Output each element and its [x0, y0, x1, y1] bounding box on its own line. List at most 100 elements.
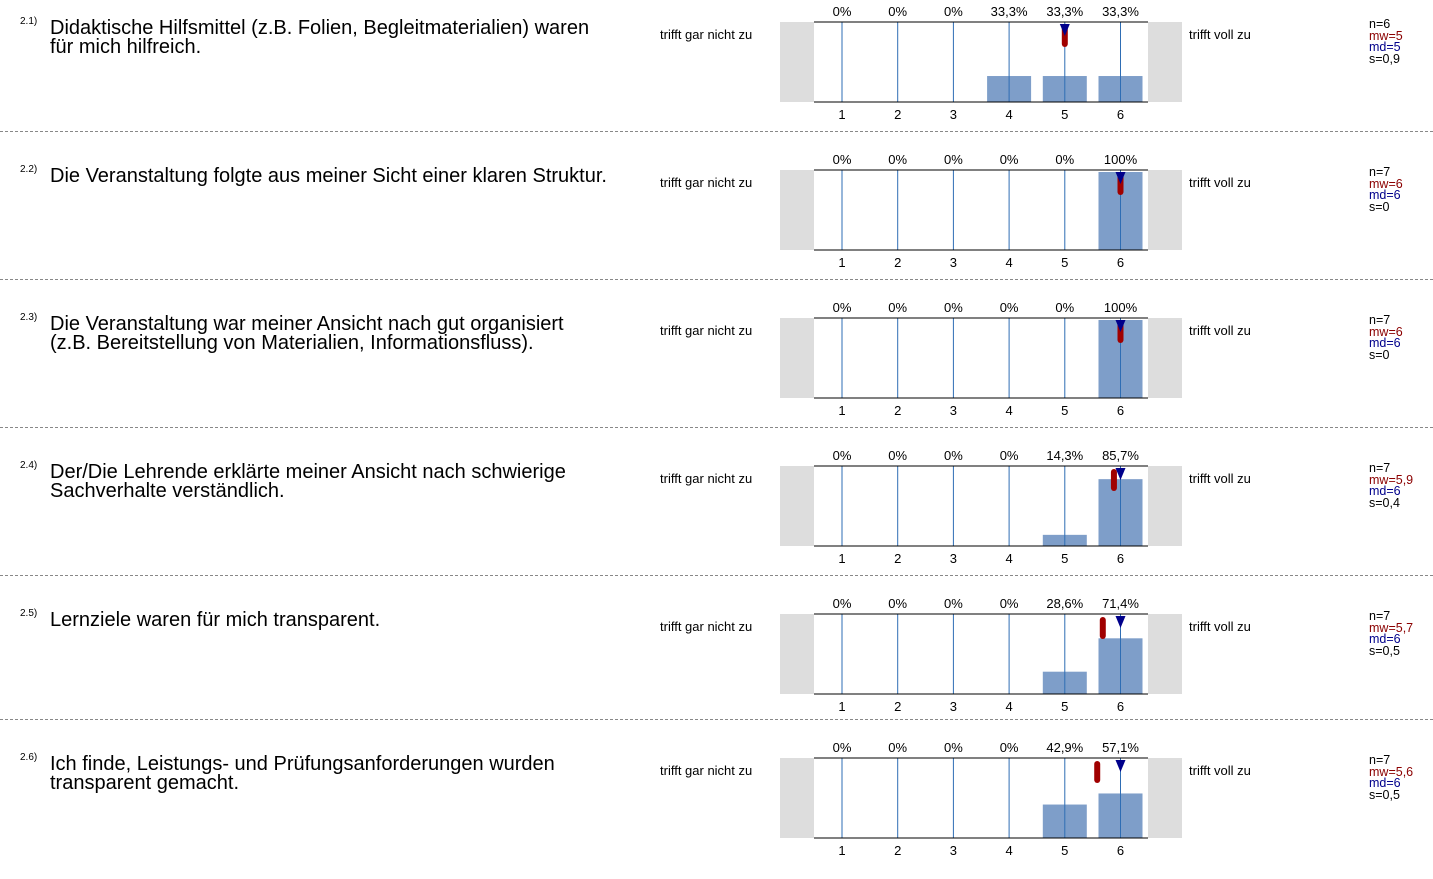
stat-median: md=6 [1369, 776, 1401, 790]
tick-label: 2 [894, 843, 901, 858]
tick-label: 5 [1061, 403, 1068, 418]
mean-marker [1099, 617, 1106, 639]
right-side-panel [1148, 466, 1182, 546]
tick-label: 2 [894, 551, 901, 566]
question-number: 2.5) [20, 608, 38, 619]
scale-left-label: trifft gar nicht zu [660, 323, 753, 338]
left-side-panel [780, 170, 814, 250]
question-row-2-6: 2.6) Ich finde, Leistungs- und Prüfungsa… [0, 736, 1433, 879]
median-marker [1115, 320, 1126, 332]
left-side-panel [780, 466, 814, 546]
statistics-block: n=7 mw=6 md=6 s=0 [1369, 165, 1403, 214]
median-marker [1059, 24, 1070, 36]
row-divider [0, 719, 1433, 720]
tick-label: 6 [1117, 255, 1124, 270]
tick-label: 2 [894, 699, 901, 714]
value-label: 42,9% [1046, 740, 1083, 755]
tick-label: 4 [1005, 843, 1012, 858]
question-number: 2.2) [20, 164, 38, 175]
tick-label: 4 [1005, 255, 1012, 270]
left-side-panel [780, 614, 814, 694]
tick-label: 2 [894, 107, 901, 122]
value-label: 0% [888, 152, 907, 167]
tick-label: 3 [950, 843, 957, 858]
scale-right-label: trifft voll zu [1189, 323, 1251, 338]
value-label: 33,3% [1046, 4, 1083, 19]
value-label: 100% [1104, 152, 1138, 167]
histogram-chart: 0% 0% 0% 0% 0% 100% 1 2 3 4 5 6 [780, 300, 1182, 418]
question-number: 2.4) [20, 460, 38, 471]
value-label: 0% [1000, 300, 1019, 315]
value-label: 0% [888, 596, 907, 611]
scale-right-label: trifft voll zu [1189, 27, 1251, 42]
stat-mean: mw=6 [1369, 176, 1403, 191]
stat-median: md=6 [1369, 336, 1401, 350]
value-label: 100% [1104, 300, 1138, 315]
value-label: 0% [888, 4, 907, 19]
tick-label: 1 [838, 699, 845, 714]
tick-label: 3 [950, 551, 957, 566]
question-number: 2.3) [20, 312, 38, 323]
histogram-chart: 0% 0% 0% 33,3% 33,3% 33,3% 1 2 3 4 5 6 [780, 4, 1182, 122]
statistics-block: n=7 mw=6 md=6 s=0 [1369, 314, 1403, 362]
tick-label: 3 [950, 255, 957, 270]
scale-right-label: trifft voll zu [1189, 471, 1251, 486]
tick-label: 5 [1061, 843, 1068, 858]
scale-right-label: trifft voll zu [1189, 763, 1251, 778]
stat-stddev: s=0 [1369, 347, 1390, 362]
histogram-chart: 0% 0% 0% 0% 0% 100% 1 2 3 4 5 6 [780, 152, 1182, 270]
value-label: 0% [888, 740, 907, 755]
stat-stddev: s=0,5 [1369, 787, 1400, 802]
value-label: 0% [833, 4, 852, 19]
scale-left-label: trifft gar nicht zu [660, 175, 753, 190]
scale-left-label: trifft gar nicht zu [660, 27, 753, 42]
tick-label: 3 [950, 107, 957, 122]
tick-label: 2 [894, 255, 901, 270]
scale-left-label: trifft gar nicht zu [660, 763, 753, 778]
stat-stddev: s=0,5 [1369, 643, 1400, 658]
stat-median: md=6 [1369, 632, 1401, 646]
value-label: 0% [1000, 448, 1019, 463]
question-number: 2.6) [20, 752, 38, 763]
stat-n: n=7 [1369, 609, 1391, 623]
right-side-panel [1148, 758, 1182, 838]
tick-label: 5 [1061, 107, 1068, 122]
tick-label: 5 [1061, 255, 1068, 270]
scale-left-label: trifft gar nicht zu [660, 471, 753, 486]
value-label: 0% [833, 152, 852, 167]
value-label: 0% [944, 300, 963, 315]
tick-label: 6 [1117, 551, 1124, 566]
left-side-panel [780, 758, 814, 838]
value-label: 0% [1000, 596, 1019, 611]
histogram-chart: 0% 0% 0% 0% 14,3% 85,7% 1 2 3 4 5 6 [780, 448, 1182, 566]
value-label: 0% [888, 300, 907, 315]
statistics-block: n=6 mw=5 md=5 s=0,9 [1369, 18, 1403, 66]
median-marker [1115, 760, 1126, 772]
value-label: 57,1% [1102, 740, 1139, 755]
mean-marker [1094, 761, 1101, 783]
tick-label: 1 [838, 403, 845, 418]
tick-label: 2 [894, 403, 901, 418]
row-divider [0, 427, 1433, 428]
stat-mean: mw=5,7 [1369, 620, 1414, 635]
question-number: 2.1) [20, 16, 38, 27]
stat-mean: mw=5,6 [1369, 764, 1414, 779]
histogram-chart: 0% 0% 0% 0% 42,9% 57,1% 1 2 3 4 5 6 [780, 740, 1182, 858]
stat-median: md=6 [1369, 188, 1401, 202]
tick-label: 4 [1005, 551, 1012, 566]
question-text: Lernziele waren für mich transparent. [50, 609, 381, 631]
scale-right-label: trifft voll zu [1189, 175, 1251, 190]
left-side-panel [780, 22, 814, 102]
value-label: 0% [944, 4, 963, 19]
stat-mean: mw=5 [1369, 28, 1403, 43]
stat-stddev: s=0 [1369, 199, 1390, 214]
stat-median: md=6 [1369, 484, 1401, 498]
value-label: 0% [833, 596, 852, 611]
right-side-panel [1148, 614, 1182, 694]
tick-label: 3 [950, 403, 957, 418]
row-divider [0, 279, 1433, 280]
question-text: Der/Die Lehrende erklärte meiner Ansicht… [50, 461, 566, 502]
stat-n: n=7 [1369, 165, 1391, 179]
tick-label: 1 [838, 107, 845, 122]
stat-stddev: s=0,9 [1369, 51, 1400, 66]
